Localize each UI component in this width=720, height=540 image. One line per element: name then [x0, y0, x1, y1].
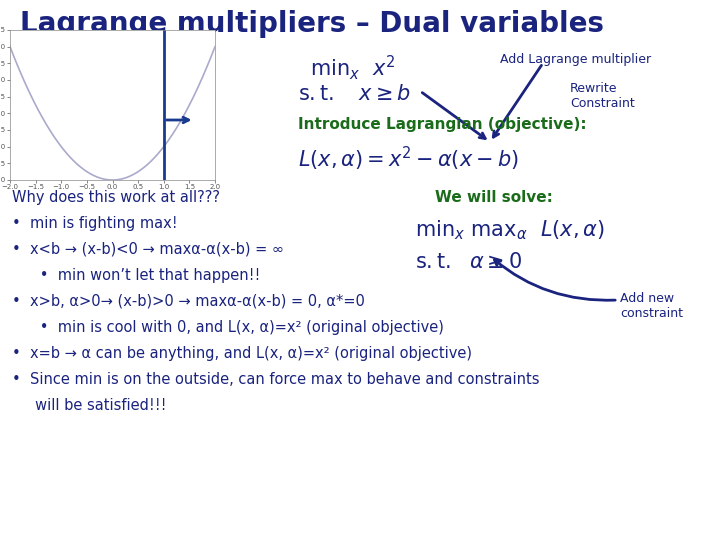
- Text: •  x>b, α>0→ (x-b)>0 → maxα-α(x-b) = 0, α*=0: • x>b, α>0→ (x-b)>0 → maxα-α(x-b) = 0, α…: [12, 294, 365, 309]
- Text: •  Since min is on the outside, can force max to behave and constraints: • Since min is on the outside, can force…: [12, 372, 539, 387]
- Text: •  x<b → (x-b)<0 → maxα-α(x-b) = ∞: • x<b → (x-b)<0 → maxα-α(x-b) = ∞: [12, 242, 284, 257]
- Text: Rewrite
Constraint: Rewrite Constraint: [570, 82, 635, 110]
- Text: •  min won’t let that happen!!: • min won’t let that happen!!: [12, 268, 261, 283]
- Text: •  min is cool with 0, and L(x, α)=x² (original objective): • min is cool with 0, and L(x, α)=x² (or…: [12, 320, 444, 335]
- Text: Add Lagrange multiplier: Add Lagrange multiplier: [500, 53, 651, 66]
- Text: •  min is fighting max!: • min is fighting max!: [12, 216, 178, 231]
- Text: $\mathrm{s.t.}\ \ \alpha \geq 0$: $\mathrm{s.t.}\ \ \alpha \geq 0$: [415, 252, 522, 272]
- Text: Introduce Lagrangian (objective):: Introduce Lagrangian (objective):: [298, 117, 587, 132]
- Text: will be satisfied!!!: will be satisfied!!!: [12, 398, 166, 413]
- Text: •  x=b → α can be anything, and L(x, α)=x² (original objective): • x=b → α can be anything, and L(x, α)=x…: [12, 346, 472, 361]
- Text: $\mathrm{s.t.}\ \ \ x \geq b$: $\mathrm{s.t.}\ \ \ x \geq b$: [298, 84, 411, 104]
- Text: Add new
constraint: Add new constraint: [620, 292, 683, 320]
- Text: $\mathrm{min}_{x}\ \mathrm{max}_{\alpha}\ \ L(x,\alpha)$: $\mathrm{min}_{x}\ \mathrm{max}_{\alpha}…: [415, 218, 605, 241]
- Text: Why does this work at all???: Why does this work at all???: [12, 190, 220, 205]
- Text: $\mathrm{min}_{x}\ \ x^2$: $\mathrm{min}_{x}\ \ x^2$: [310, 53, 395, 82]
- Text: $L(x,\alpha) = x^2 - \alpha(x-b)$: $L(x,\alpha) = x^2 - \alpha(x-b)$: [298, 145, 518, 173]
- Text: Lagrange multipliers – Dual variables: Lagrange multipliers – Dual variables: [20, 10, 604, 38]
- Text: We will solve:: We will solve:: [435, 190, 553, 205]
